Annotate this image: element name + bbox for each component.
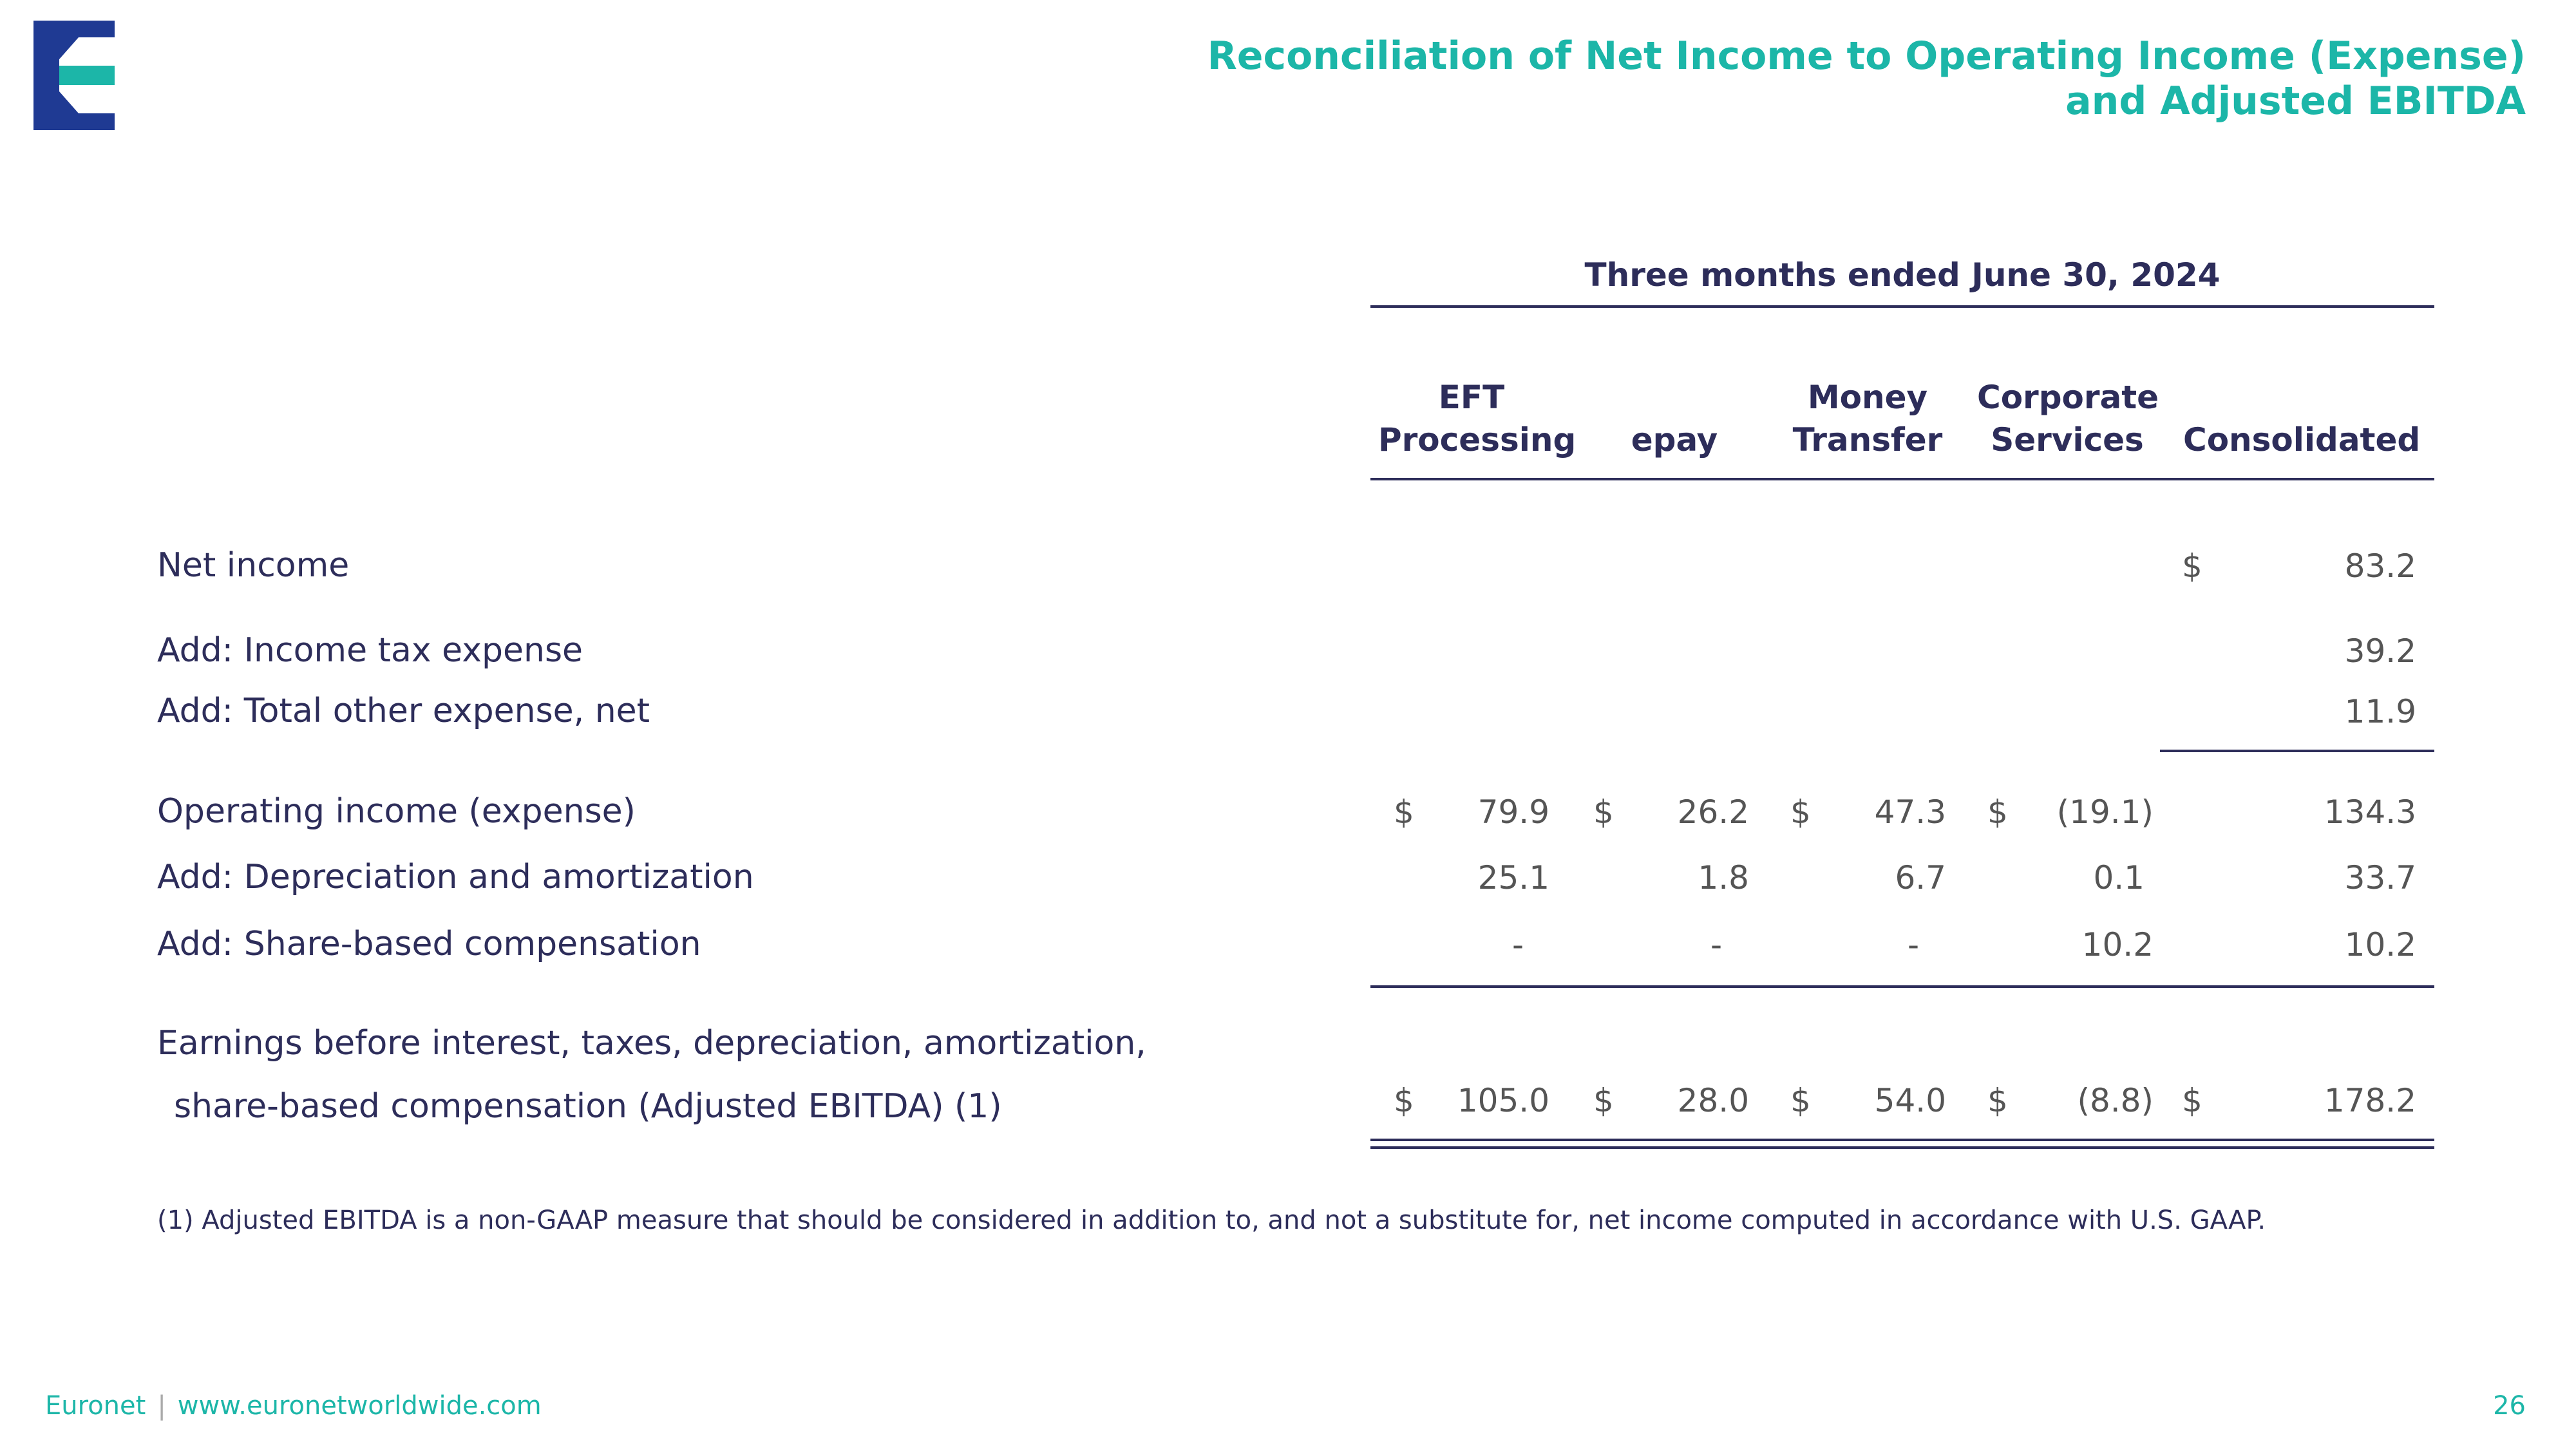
page-number: 26 [2493, 1391, 2526, 1421]
cell-other-expense-consolidated: 11.9 [2344, 693, 2416, 730]
footnote: (1) Adjusted EBITDA is a non-GAAP measur… [157, 1206, 2266, 1235]
row-label-income-tax: Add: Income tax expense [157, 631, 583, 670]
euronet-e-logo-icon [33, 21, 115, 130]
cell-operating-income-epay: 26.2 [1677, 793, 1749, 831]
column-header-line: Services [1991, 421, 2144, 459]
column-header-money-transfer: Money Transfer [1790, 376, 1945, 461]
cell-operating-income-consolidated: 134.3 [2324, 793, 2416, 831]
total-underline [1370, 985, 2434, 988]
cell-operating-income-money-transfer: 47.3 [1874, 793, 1946, 831]
row-label-ebitda-line-2: share-based compensation (Adjusted EBITD… [174, 1087, 1002, 1126]
cell-ebitda-corporate: (8.8) [2077, 1082, 2154, 1119]
column-header-underline [1370, 478, 2434, 480]
currency-symbol: $ [1790, 1082, 1811, 1119]
footer-brand: Euronet [45, 1391, 146, 1421]
column-header-line: Processing [1378, 421, 1577, 459]
cell-depreciation-money-transfer: 6.7 [1895, 859, 1946, 896]
row-label-share-based: Add: Share-based compensation [157, 925, 701, 963]
cell-income-tax-consolidated: 39.2 [2344, 632, 2416, 670]
column-header-consolidated: Consolidated [2183, 376, 2421, 461]
cell-share-based-consolidated: 10.2 [2344, 926, 2416, 963]
column-header-line: Consolidated [2183, 421, 2421, 459]
cell-depreciation-consolidated: 33.7 [2344, 859, 2416, 896]
currency-symbol: $ [2182, 1082, 2202, 1119]
currency-symbol: $ [1987, 793, 2008, 831]
column-header-line [2183, 376, 2415, 419]
cell-ebitda-money-transfer: 54.0 [1874, 1082, 1946, 1119]
column-header-corporate-services: Corporate Services [1977, 376, 2159, 461]
page-title-line-2: and Adjusted EBITDA [2065, 79, 2526, 124]
currency-symbol: $ [1394, 793, 1414, 831]
column-header-eft-processing: EFT Processing [1378, 376, 1577, 461]
cell-share-based-epay: - [1710, 926, 1722, 963]
cell-net-income-consolidated: 83.2 [2344, 547, 2416, 585]
cell-share-based-corporate: 10.2 [2081, 926, 2154, 963]
page-title: Reconciliation of Net Income to Operatin… [1208, 33, 2526, 124]
column-header-line: Money [1807, 379, 1928, 416]
row-label-ebitda-line-1: Earnings before interest, taxes, depreci… [157, 1024, 1146, 1063]
row-label-net-income: Net income [157, 546, 350, 585]
column-header-line: epay [1631, 421, 1718, 459]
double-underline-top [1370, 1139, 2434, 1141]
cell-depreciation-epay: 1.8 [1698, 859, 1749, 896]
currency-symbol: $ [2182, 547, 2202, 585]
period-underline [1370, 305, 2434, 308]
currency-symbol: $ [1987, 1082, 2008, 1119]
cell-ebitda-eft: 105.0 [1457, 1082, 1549, 1119]
footer: Euronet | www.euronetworldwide.com [45, 1391, 542, 1421]
cell-share-based-money-transfer: - [1907, 926, 1919, 963]
column-header-line [1597, 376, 1752, 419]
double-underline-bottom [1370, 1146, 2434, 1149]
column-header-line: EFT [1438, 379, 1505, 416]
currency-symbol: $ [1593, 793, 1614, 831]
column-header-line: Transfer [1792, 421, 1943, 459]
currency-symbol: $ [1790, 793, 1811, 831]
page-title-line-1: Reconciliation of Net Income to Operatin… [1207, 33, 2526, 79]
footer-separator: | [157, 1391, 166, 1421]
cell-depreciation-eft: 25.1 [1477, 859, 1549, 896]
cell-ebitda-epay: 28.0 [1677, 1082, 1749, 1119]
row-label-operating-income: Operating income (expense) [157, 792, 636, 831]
column-header-epay: epay [1597, 376, 1752, 461]
row-label-depreciation: Add: Depreciation and amortization [157, 858, 754, 896]
footer-url-link[interactable]: www.euronetworldwide.com [177, 1391, 542, 1421]
cell-depreciation-corporate: 0.1 [2093, 859, 2145, 896]
cell-share-based-eft: - [1511, 926, 1524, 963]
row-label-other-expense: Add: Total other expense, net [157, 692, 650, 730]
cell-operating-income-corporate: (19.1) [2056, 793, 2154, 831]
column-header-line: Corporate [1977, 379, 2159, 416]
cell-operating-income-eft: 79.9 [1477, 793, 1549, 831]
period-header: Three months ended June 30, 2024 [1584, 256, 2221, 294]
currency-symbol: $ [1394, 1082, 1414, 1119]
currency-symbol: $ [1593, 1082, 1614, 1119]
cell-ebitda-consolidated: 178.2 [2324, 1082, 2416, 1119]
subtotal-underline [2160, 750, 2434, 752]
